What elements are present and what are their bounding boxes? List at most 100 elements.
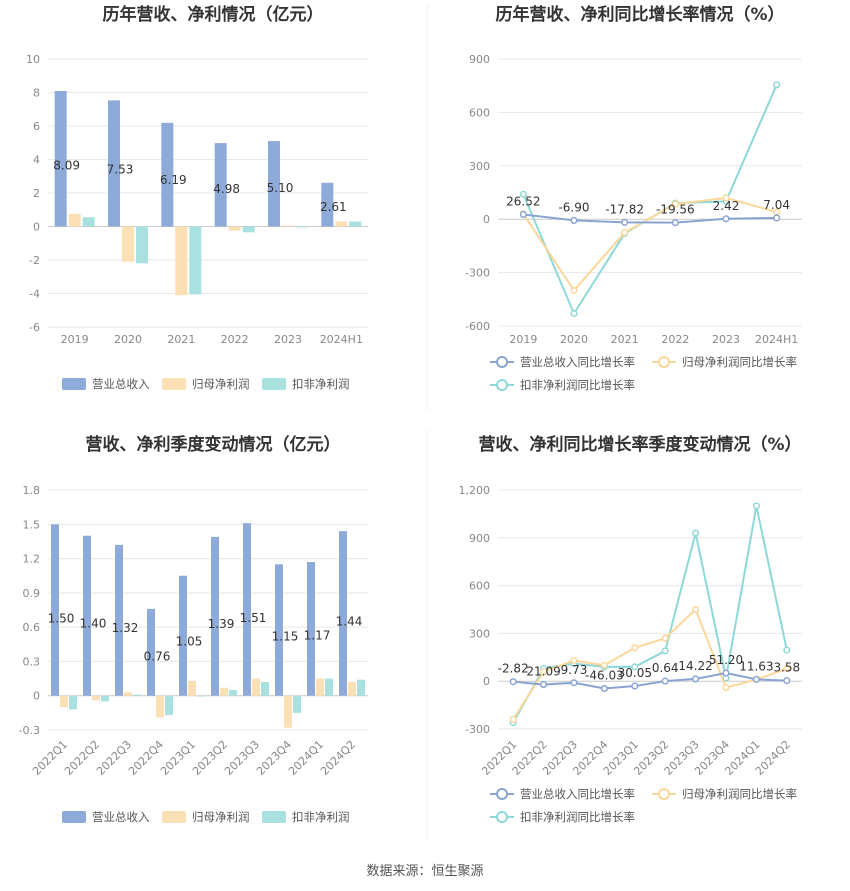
series-point-revenue <box>621 218 629 226</box>
bar-netprofit <box>335 221 348 227</box>
x-tick-label: 2024H1 <box>320 333 363 346</box>
y-tick-label: 0 <box>483 675 490 688</box>
data-label: 30.05 <box>618 666 652 680</box>
bar-revenue <box>115 544 123 696</box>
legend-label: 扣非净利润同比增长率 <box>520 378 635 392</box>
series-point-netprofit <box>722 194 730 202</box>
bar-netprofit <box>282 225 294 227</box>
series-point-revenue <box>671 219 679 227</box>
series-point-revenue <box>692 675 700 683</box>
y-tick-label: 900 <box>469 53 490 66</box>
data-label: 51.20 <box>709 653 743 667</box>
data-label: 1.40 <box>80 617 107 631</box>
x-tick-label: 2023 <box>274 333 302 346</box>
bar-deducted <box>69 695 77 710</box>
series-point-netprofit <box>692 605 700 614</box>
bar-netprofit <box>188 680 196 696</box>
data-label: 1.17 <box>304 629 331 643</box>
legend-marker <box>496 356 508 368</box>
series-point-revenue <box>540 681 548 689</box>
bar-revenue <box>83 535 91 696</box>
data-label: 1.51 <box>240 611 267 625</box>
y-tick-label: 10 <box>26 53 40 66</box>
series-point-netprofit <box>509 715 517 723</box>
data-label: 6.19 <box>160 173 187 187</box>
bar-revenue <box>275 564 283 696</box>
bar-revenue <box>339 531 347 696</box>
data-label: 11.63 <box>739 659 773 673</box>
annual-growth-chart: 历年营收、净利同比增长率情况（%） 900 600 300 0 -300 -600 2019 2… <box>465 4 802 392</box>
bar-deducted <box>261 682 269 696</box>
series-line-netprofit <box>522 196 777 293</box>
x-tick-label: 2022 <box>221 333 249 346</box>
bar-revenue <box>51 524 59 696</box>
bar-deducted <box>229 690 237 696</box>
x-tick-label: 2024H1 <box>755 333 798 346</box>
series-point-deducted <box>631 663 639 671</box>
series-point-revenue <box>661 677 669 685</box>
series-point-revenue <box>631 682 639 690</box>
bar-revenue <box>214 143 227 227</box>
y-tick-label: 600 <box>469 580 490 593</box>
y-tick-label: -6 <box>29 321 40 334</box>
bar-revenue <box>307 562 315 696</box>
data-label: -6.90 <box>558 200 589 214</box>
series-point-netprofit <box>671 200 679 208</box>
data-label: 4.98 <box>213 182 240 196</box>
bar-netprofit <box>68 213 81 227</box>
y-tick-label: 0 <box>483 213 490 226</box>
data-label: 1.50 <box>48 612 75 626</box>
y-tick-label: 900 <box>469 532 490 545</box>
bar-netprofit <box>228 226 241 231</box>
y-tick-label: 4 <box>33 154 40 167</box>
bar-deducted <box>133 694 141 696</box>
bar-netprofit <box>284 695 292 728</box>
bar-deducted <box>293 695 301 713</box>
y-tick-label: 8 <box>33 87 40 100</box>
bar-netprofit <box>252 678 260 696</box>
data-label: 1.05 <box>176 635 203 649</box>
x-tick-label: 2019 <box>509 333 537 346</box>
y-tick-label: 2 <box>33 187 40 200</box>
x-tick-label: 2021 <box>611 333 639 346</box>
series-point-netprofit <box>570 656 578 665</box>
y-tick-label: 0 <box>33 690 40 703</box>
series-point-deducted <box>519 190 527 198</box>
legend-label: 营业总收入同比增长率 <box>520 787 635 801</box>
series-point-netprofit <box>783 664 791 673</box>
bar-revenue <box>54 90 67 227</box>
legend-label: 归母净利润 <box>192 377 250 391</box>
series-point-revenue <box>722 669 730 677</box>
bar-revenue <box>108 100 120 227</box>
data-label: 26.52 <box>506 194 540 208</box>
bar-netprofit <box>220 687 228 696</box>
bar-netprofit <box>124 692 132 696</box>
data-label: 1.32 <box>112 621 139 635</box>
series-point-revenue <box>570 216 578 224</box>
bar-revenue <box>321 182 334 227</box>
series-point-netprofit <box>631 644 639 652</box>
y-tick-label: -300 <box>465 267 490 280</box>
legend-swatch <box>62 378 86 390</box>
data-label: 14.22 <box>678 659 712 673</box>
data-label: 1.39 <box>208 617 235 631</box>
legend-marker <box>658 356 670 368</box>
series-point-netprofit <box>600 661 608 669</box>
series-point-deducted <box>783 646 791 654</box>
legend-label: 扣非净利润同比增长率 <box>520 810 635 824</box>
y-tick-label: -0.3 <box>19 724 40 737</box>
bar-revenue <box>179 575 187 696</box>
bar-netprofit <box>175 226 188 296</box>
bar-deducted <box>349 221 362 227</box>
chart-title: 营收、净利季度变动情况（亿元） <box>86 434 341 455</box>
bar-netprofit <box>92 695 100 701</box>
legend-swatch <box>62 811 86 823</box>
series-point-deducted <box>773 81 781 89</box>
bar-deducted <box>136 226 148 264</box>
y-tick-label: 0.6 <box>23 621 41 634</box>
y-tick-label: 1,200 <box>459 484 491 497</box>
series-point-netprofit <box>722 684 730 692</box>
series-point-netprofit <box>570 286 578 294</box>
data-label: 3.58 <box>773 661 800 675</box>
data-label: 1.44 <box>336 615 363 629</box>
